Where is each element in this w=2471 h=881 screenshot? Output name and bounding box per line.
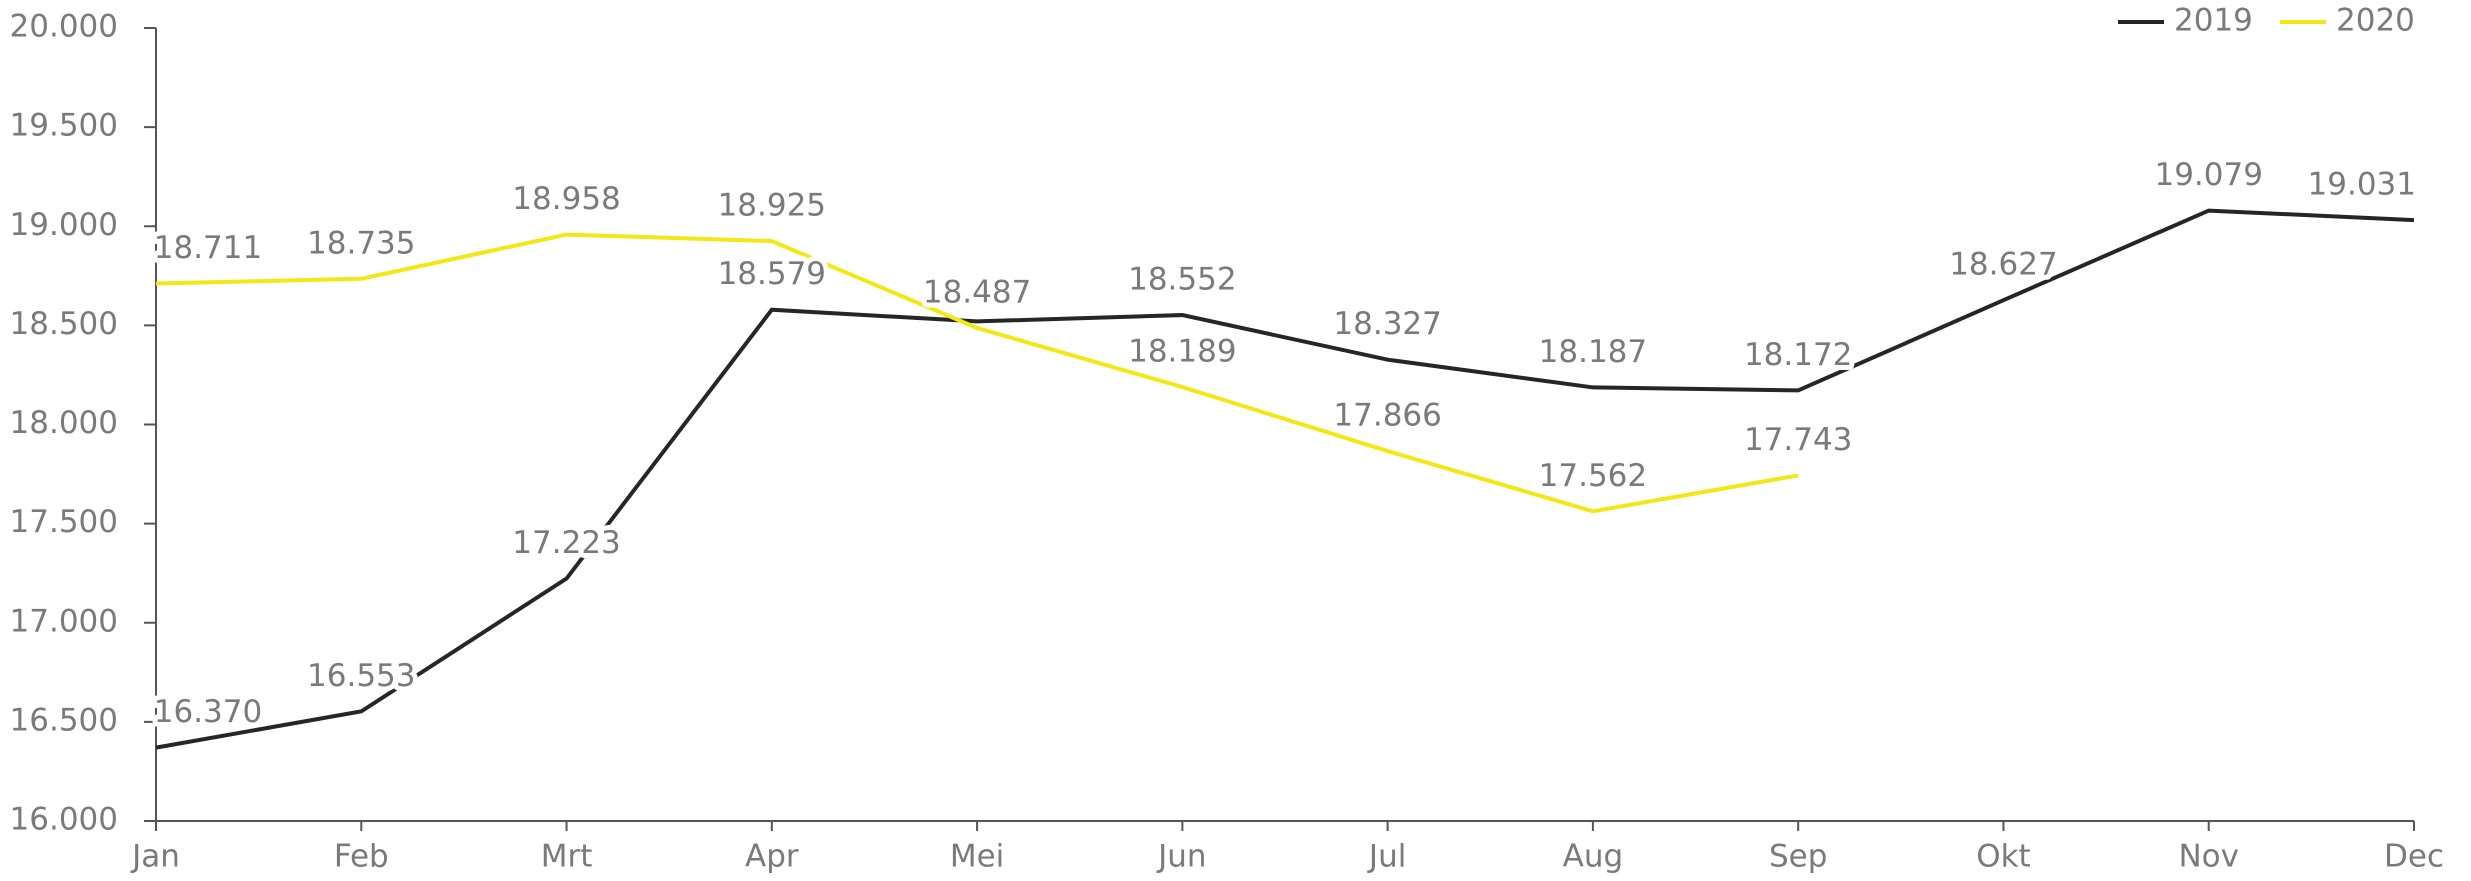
y-tick-label: 18.500 <box>10 306 118 342</box>
series-line <box>155 232 1799 514</box>
data-label: 18.327 <box>1333 306 1441 342</box>
x-tick-label: Dec <box>2384 839 2444 875</box>
x-tick-label: Sep <box>1769 839 1827 875</box>
data-label: 17.743 <box>1744 422 1852 458</box>
data-label: 16.553 <box>307 658 415 694</box>
data-label: 18.552 <box>1128 262 1236 298</box>
y-tick-label: 20.000 <box>10 9 118 45</box>
data-label: 18.189 <box>1128 334 1236 370</box>
x-tick-label: Mei <box>950 839 1004 875</box>
legend-label: 2020 <box>2336 3 2415 39</box>
x-tick-label: Jun <box>1156 839 1206 875</box>
data-label: 18.187 <box>1539 334 1647 370</box>
y-tick-label: 17.500 <box>10 504 118 540</box>
y-tick-label: 19.500 <box>10 108 118 144</box>
x-tick-label: Nov <box>2178 839 2239 875</box>
data-label: 18.487 <box>923 274 1031 310</box>
data-label: 18.711 <box>154 230 262 266</box>
series-line <box>155 208 2415 750</box>
y-tick-label: 16.000 <box>10 802 118 838</box>
y-tick-label: 18.000 <box>10 405 118 441</box>
data-label: 17.866 <box>1333 398 1441 434</box>
x-tick-label: Jan <box>130 839 180 875</box>
x-tick-label: Okt <box>1976 839 2031 875</box>
y-tick-label: 17.000 <box>10 603 118 639</box>
x-tick-label: Feb <box>334 839 389 875</box>
y-tick-label: 19.000 <box>10 207 118 243</box>
data-label: 18.627 <box>1949 247 2057 283</box>
data-label: 17.562 <box>1539 458 1647 494</box>
data-label: 16.370 <box>154 694 262 730</box>
data-label: 18.925 <box>718 188 826 224</box>
data-label: 19.031 <box>2308 167 2416 203</box>
data-label: 18.172 <box>1744 337 1852 373</box>
data-label: 18.579 <box>718 256 826 292</box>
data-label: 18.958 <box>512 181 620 217</box>
y-tick-label: 16.500 <box>10 702 118 738</box>
data-label: 19.079 <box>2154 157 2262 193</box>
x-tick-label: Mrt <box>541 839 593 875</box>
legend-label: 2019 <box>2174 3 2253 39</box>
data-label: 17.223 <box>512 525 620 561</box>
x-tick-label: Apr <box>745 839 799 875</box>
x-tick-label: Jul <box>1367 839 1406 875</box>
data-label: 18.735 <box>307 225 415 261</box>
x-tick-label: Aug <box>1563 839 1624 875</box>
